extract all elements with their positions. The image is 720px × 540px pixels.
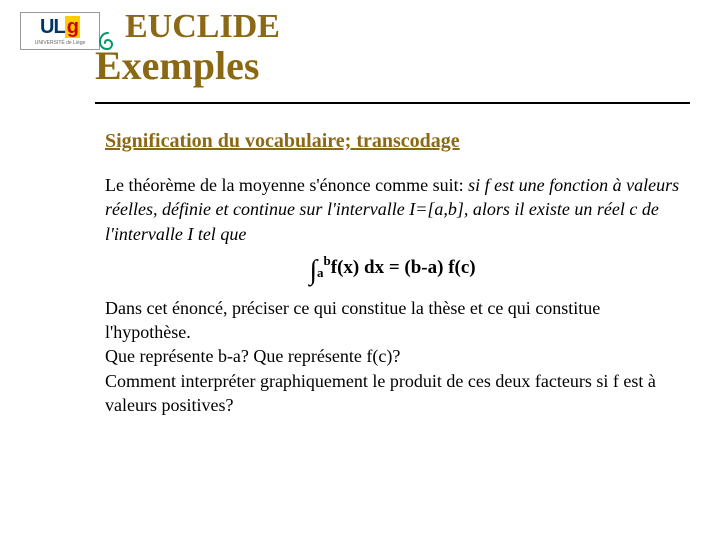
- formula-body: f(x) dx = (b-a) f(c): [331, 257, 476, 278]
- formula-upper: b: [324, 253, 331, 268]
- integral-sign: ∫: [309, 255, 317, 286]
- slide-content: Signification du vocabulaire; transcodag…: [105, 130, 680, 417]
- para1-intro: Le théorème de la moyenne s'énonce comme…: [105, 175, 468, 195]
- body-text: Le théorème de la moyenne s'énonce comme…: [105, 173, 680, 417]
- formula: ∫abf(x) dx = (b-a) f(c): [105, 252, 680, 290]
- para2: Dans cet énoncé, préciser ce qui constit…: [105, 296, 680, 345]
- logo-u: U: [40, 16, 53, 38]
- title-euclide: EUCLIDE: [125, 10, 690, 44]
- logo-subtitle: UNIVERSITÉ de Liège: [35, 40, 86, 46]
- header-underline: [95, 102, 690, 104]
- logo-letters: ULg: [40, 16, 80, 39]
- logo-l: L: [54, 16, 65, 38]
- slide-header: EUCLIDE Exemples: [95, 10, 690, 88]
- university-logo: ULg UNIVERSITÉ de Liège: [20, 12, 100, 50]
- content-subtitle: Signification du vocabulaire; transcodag…: [105, 130, 680, 153]
- para4: Comment interpréter graphiquement le pro…: [105, 369, 680, 418]
- para3: Que représente b-a? Que représente f(c)?: [105, 344, 680, 368]
- logo-g: g: [65, 16, 80, 38]
- title-exemples: Exemples: [95, 44, 690, 88]
